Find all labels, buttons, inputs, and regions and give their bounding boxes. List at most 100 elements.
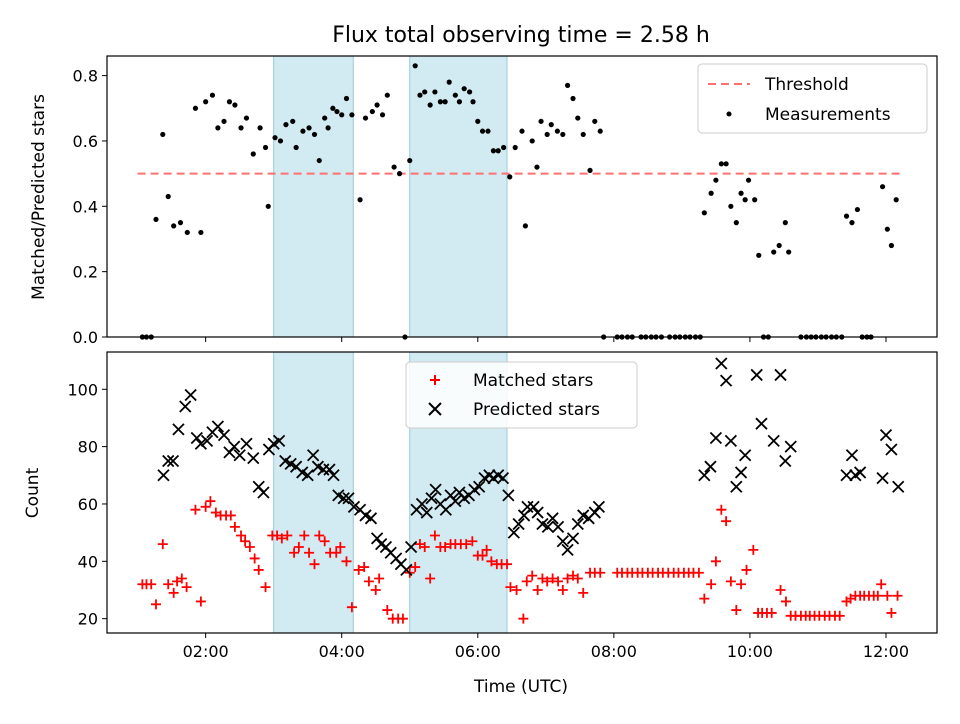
y-tick-label: 100 (67, 380, 98, 399)
measurement-point (160, 131, 166, 138)
matched-point (876, 579, 887, 590)
predicted-point (592, 500, 606, 513)
matched-point (706, 579, 717, 590)
predicted-point (200, 434, 214, 448)
measurement-point (272, 135, 278, 141)
matched-point (595, 567, 606, 578)
matched-point (731, 605, 742, 616)
matched-point (205, 496, 216, 507)
measurement-point (330, 105, 336, 111)
predicted-point (556, 535, 569, 548)
measurement-point (357, 197, 363, 203)
bottom-legend-box (405, 361, 638, 429)
predicted-point (400, 563, 413, 577)
measurement-point (733, 220, 739, 226)
matched-point (699, 593, 710, 604)
x-tick-label: 12:00 (863, 642, 909, 661)
predicted-point (240, 437, 253, 450)
predicted-point (364, 512, 378, 525)
matched-point (225, 510, 236, 521)
measurement-point (782, 220, 788, 226)
measurement-point (396, 171, 403, 177)
predicted-point (892, 480, 905, 493)
measurement-point (479, 128, 486, 134)
matched-point (253, 564, 264, 575)
predicted-point (211, 420, 225, 433)
measurement-point (756, 252, 762, 258)
matched-point (886, 607, 897, 618)
measurement-point (349, 112, 355, 118)
matched-point (157, 539, 168, 550)
matched-point (374, 573, 385, 584)
matched-point (892, 590, 903, 601)
chart-title: Flux total observing time = 2.58 h (332, 23, 710, 48)
measurement-point (738, 190, 744, 196)
bottom-panel-frame (106, 351, 938, 634)
matched-point (429, 530, 440, 541)
matched-point (736, 579, 747, 590)
predicted-legend-marker (428, 402, 442, 416)
measurement-point (384, 92, 390, 98)
matched-point (190, 504, 201, 515)
measurement-point (422, 89, 428, 95)
measurement-point (501, 144, 507, 151)
measurement-point (456, 99, 463, 105)
predicted-point (272, 434, 286, 448)
matched-point (425, 573, 436, 584)
measurement-point (723, 161, 729, 167)
measurement-point (184, 229, 190, 236)
y-tick-label: 40 (78, 552, 98, 571)
measurement-point (369, 108, 375, 115)
measurement-point (592, 118, 598, 124)
predicted-point (507, 526, 520, 539)
predicted-point (179, 400, 192, 413)
measurement-point (529, 138, 535, 144)
measurement-point (165, 193, 171, 200)
predicted-point (496, 472, 510, 485)
predicted-point (502, 489, 515, 502)
measurement-point (325, 125, 331, 131)
predicted-point (473, 480, 486, 493)
matched-point (276, 533, 287, 544)
matched-point (236, 530, 247, 541)
matched-legend-marker (430, 375, 440, 385)
predicted-point (853, 466, 867, 479)
predicted-point (845, 449, 859, 462)
measurement-point (300, 128, 306, 134)
measurement-point (554, 128, 560, 134)
measurement-point (215, 125, 221, 131)
measurement-point (597, 128, 603, 134)
top-legend: Threshold Measurements (697, 63, 928, 134)
matched-point (775, 584, 786, 595)
x-tick-label: 06:00 (455, 642, 501, 661)
predicted-point (734, 466, 748, 479)
measurement-point (893, 197, 899, 203)
predicted-point (184, 388, 197, 402)
measurement-point (257, 125, 263, 131)
measurement-point (322, 115, 328, 121)
predicted-point (323, 463, 336, 476)
top-panel: 0.0 0.2 0.4 0.6 0.8 (73, 55, 938, 347)
predicted-point (571, 517, 584, 531)
measurement-point (495, 148, 501, 154)
matched-point (481, 544, 492, 555)
threshold-legend-label: Threshold (764, 75, 849, 95)
y-tick-label: 0.8 (73, 67, 98, 86)
measurement-point (192, 105, 199, 111)
predicted-point (767, 434, 780, 448)
measurement-point (538, 118, 544, 124)
measurement-point (544, 131, 550, 138)
measurement-point (548, 122, 554, 128)
predicted-point (307, 449, 320, 462)
matched-point (882, 590, 893, 601)
measurement-point (884, 226, 890, 232)
matched-point (331, 547, 342, 558)
measurement-point (417, 92, 423, 98)
predicted-point (217, 429, 231, 442)
measurement-point (283, 122, 289, 128)
matched-legend-label: Matched stars (473, 371, 593, 391)
matched-point (240, 536, 251, 547)
measurement-point (564, 82, 571, 89)
matched-point (578, 587, 589, 598)
measurement-point (849, 220, 855, 226)
